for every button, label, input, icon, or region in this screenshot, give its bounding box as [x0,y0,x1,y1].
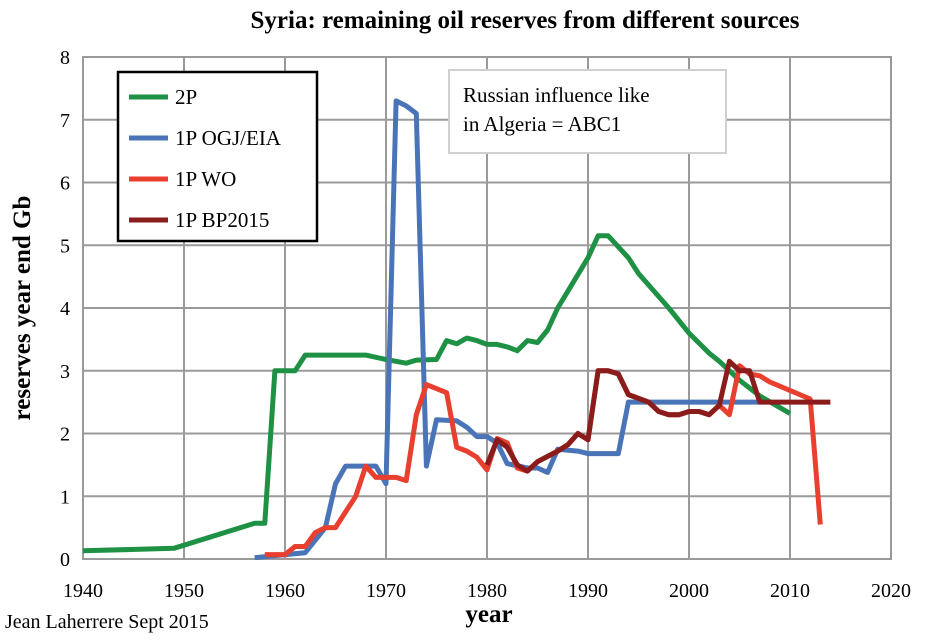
annotation-line-1: Russian influence like [463,83,650,107]
y-tick-label: 7 [60,110,70,132]
y-tick-labels: 0 1 2 3 4 5 6 7 8 [60,47,70,571]
y-tick-label: 2 [60,424,70,446]
y-tick-label: 8 [60,47,70,69]
legend-label-0: 2P [175,85,197,109]
y-tick-label: 5 [60,235,70,257]
y-axis-label: reserves year end Gb [9,196,36,421]
annotation-line-2: in Algeria = ABC1 [463,112,621,136]
legend-label-3: 1P BP2015 [175,208,269,232]
chart-title: Syria: remaining oil reserves from diffe… [251,7,800,34]
series-line-3 [484,358,831,474]
y-tick-label: 3 [60,361,70,383]
x-axis-label: year [465,601,512,628]
x-tick-label: 1960 [265,580,305,602]
legend-label-2: 1P WO [175,167,236,191]
x-tick-label: 1980 [467,580,507,602]
legend-box [116,70,319,243]
series-line-0 [82,233,792,554]
y-tick-label: 1 [60,486,70,508]
x-tick-labels: 1940 1950 1960 1970 1980 1990 2000 2010 2020 [63,580,911,602]
x-tick-label: 1970 [366,580,406,602]
plot-area-border [82,56,892,560]
x-tick-label: 1940 [63,580,103,602]
credit-text: Jean Laherrere Sept 2015 [5,611,209,633]
y-tick-label: 4 [60,298,70,320]
x-tick-label: 2010 [770,580,810,602]
series-line-1 [254,98,760,561]
x-tick-label: 2000 [669,580,709,602]
legend-label-1: 1P OGJ/EIA [175,126,282,150]
y-tick-label: 0 [60,549,70,571]
y-tick-label: 6 [60,173,70,195]
annotation-frame [448,69,727,154]
x-tick-label: 2020 [871,580,911,602]
series-lines [82,98,831,561]
x-tick-label: 1950 [164,580,204,602]
annotation-box: Russian influence like in Algeria = ABC1 [448,69,727,154]
x-tick-label: 1990 [568,580,608,602]
legend: 2P 1P OGJ/EIA 1P WO 1P BP2015 [116,70,319,243]
